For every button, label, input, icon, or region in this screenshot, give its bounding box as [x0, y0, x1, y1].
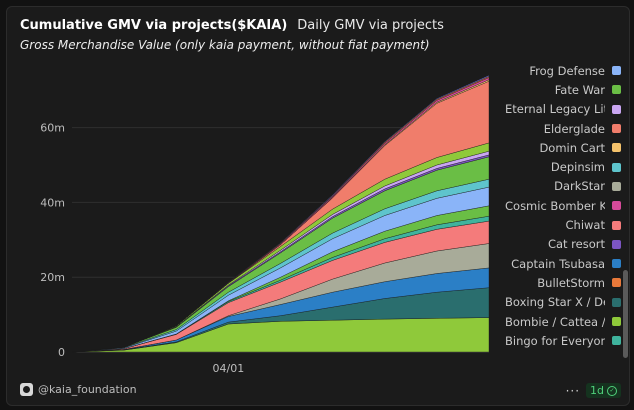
chart-legend: Frog Defense Fate War Eternal Legacy Lite E… — [495, 61, 621, 353]
legend-label: Depinsim — [550, 160, 605, 175]
legend-swatch — [612, 239, 621, 249]
legend-item[interactable]: Depinsim — [495, 157, 621, 176]
legend-label: Eternal Legacy Lite — [505, 102, 605, 117]
legend-item[interactable]: Cosmic Bomber Kaia — [495, 196, 621, 215]
legend-label: Elderglade — [543, 121, 605, 136]
tab-cumulative-gmv[interactable]: Cumulative GMV via projects($KAIA) — [20, 18, 288, 33]
y-tick-label: 40m — [40, 196, 65, 209]
check-circle-icon: ✓ — [607, 385, 617, 396]
legend-swatch — [612, 181, 621, 191]
legend-swatch — [612, 85, 621, 95]
legend-item[interactable]: Boxing Star X / Delabs — [495, 293, 621, 312]
legend-item[interactable]: Bingo for Everyone — [495, 331, 621, 350]
legend-swatch — [612, 336, 621, 346]
legend-item[interactable]: Fate War — [495, 80, 621, 99]
legend-label: Captain Tsubasa — [511, 256, 605, 271]
legend-label: Bombie / Cattea / Ton — [505, 314, 605, 329]
legend-item[interactable]: Elderglade — [495, 119, 621, 138]
y-tick-label: 60m — [40, 122, 65, 135]
legend-item[interactable]: Cat resort — [495, 235, 621, 254]
legend-label: Frog Defense — [529, 63, 605, 78]
legend-swatch — [612, 297, 621, 307]
legend-label: Cosmic Bomber Kaia — [505, 198, 605, 213]
y-tick-label: 0 — [58, 346, 65, 359]
legend-label: BulletStorm — [537, 275, 605, 290]
more-options-icon[interactable]: ··· — [565, 383, 581, 398]
legend-swatch — [612, 317, 621, 326]
legend-label: Chiwat — [565, 218, 605, 233]
legend-swatch — [612, 259, 621, 269]
legend-item[interactable]: Chiwat — [495, 215, 621, 234]
legend-item[interactable]: Frog Defense — [495, 61, 621, 80]
legend-item[interactable]: Eternal Legacy Lite — [495, 100, 621, 119]
legend-swatch — [612, 124, 621, 134]
legend-item[interactable]: Bombie / Cattea / Ton — [495, 312, 621, 331]
area-series-banana — [71, 74, 490, 353]
legend-item[interactable]: Banana — [495, 350, 621, 353]
dune-logo-icon — [20, 383, 33, 396]
legend-swatch — [612, 201, 621, 211]
legend-label: Fate War — [554, 82, 605, 97]
legend-item[interactable]: Captain Tsubasa — [495, 254, 621, 273]
chart-footer: @kaia_foundation — [20, 383, 137, 396]
footer-actions: ··· 1d ✓ — [566, 383, 621, 398]
legend-swatch — [612, 162, 621, 172]
legend-item[interactable]: Domin Cart — [495, 138, 621, 157]
refresh-badge[interactable]: 1d ✓ — [586, 383, 621, 398]
author-handle[interactable]: @kaia_foundation — [38, 383, 137, 396]
legend-scrollbar[interactable] — [623, 270, 628, 358]
x-tick-label: 04/01 — [213, 362, 245, 375]
y-tick-label: 20m — [40, 271, 65, 284]
legend-swatch — [612, 220, 621, 230]
legend-item[interactable]: DarkStar — [495, 177, 621, 196]
legend-swatch — [612, 278, 621, 288]
legend-label: Bingo for Everyone — [505, 333, 605, 348]
chart-header: Cumulative GMV via projects($KAIA) Daily… — [20, 18, 619, 52]
axes: 0 20m 40m 60m 04/01 — [40, 122, 244, 375]
legend-label: Boxing Star X / Delabs — [505, 295, 605, 310]
legend-swatch — [612, 104, 621, 114]
area-chart: 0 20m 40m 60m 04/01 — [40, 74, 490, 375]
area-series — [71, 74, 490, 353]
legend-swatch — [612, 143, 621, 153]
chart-subtitle: Gross Merchandise Value (only kaia payme… — [20, 38, 430, 52]
chart-panel: Cumulative GMV via projects($KAIA) Daily… — [6, 6, 630, 406]
legend-label: Cat resort — [547, 237, 605, 252]
tab-daily-gmv[interactable]: Daily GMV via projects — [297, 18, 444, 33]
legend-label: Domin Cart — [539, 140, 605, 155]
legend-item[interactable]: BulletStorm — [495, 273, 621, 292]
chart-tabs: Cumulative GMV via projects($KAIA) Daily… — [20, 18, 619, 33]
legend-swatch — [612, 66, 621, 76]
legend-label: DarkStar — [554, 179, 605, 194]
refresh-interval: 1d — [590, 384, 604, 397]
